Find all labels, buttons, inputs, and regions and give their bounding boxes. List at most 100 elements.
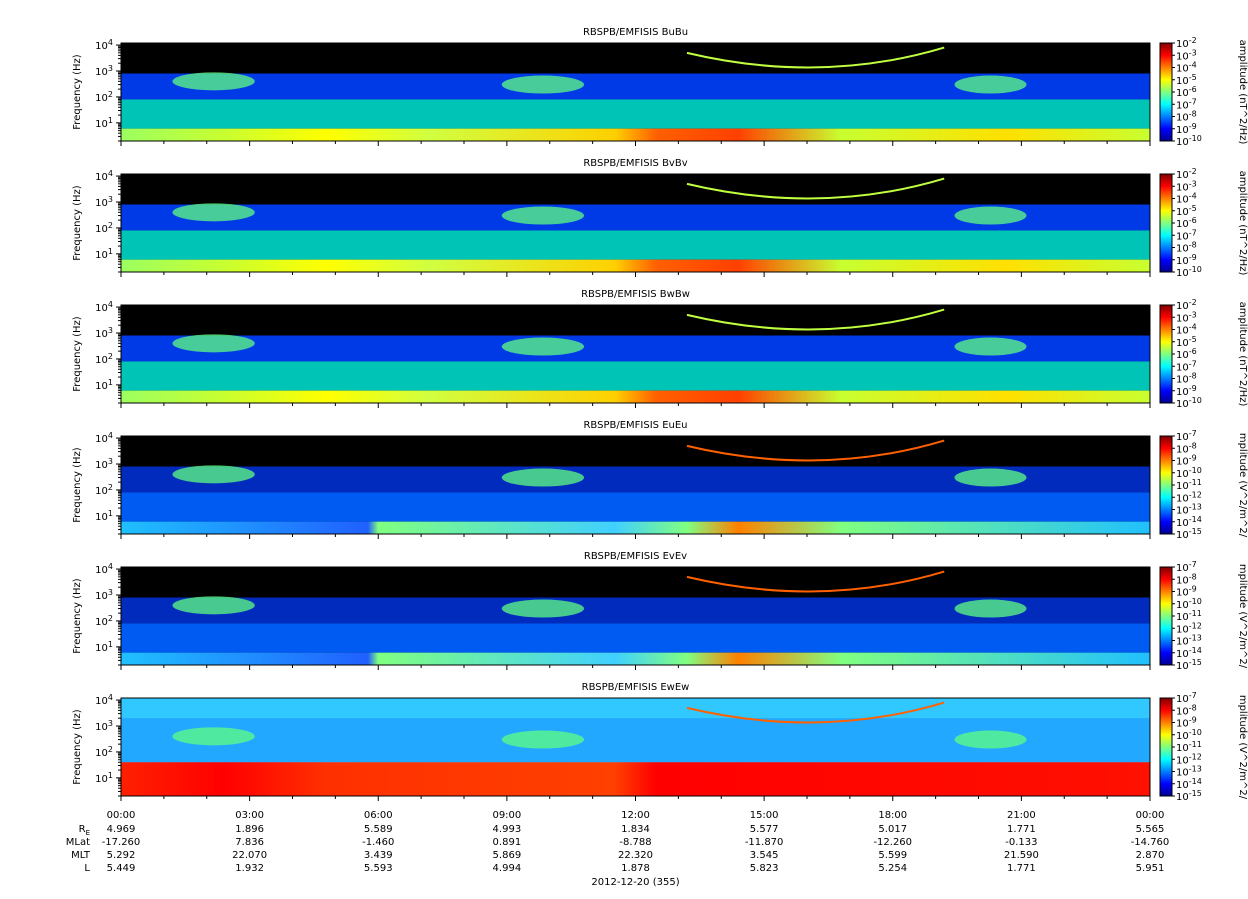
panel-title: RBSPB/EMFISIS EvEv: [584, 551, 687, 562]
panel-title: RBSPB/EMFISIS EuEu: [583, 420, 687, 431]
colorbar-tick-label: 10-6: [1176, 85, 1197, 99]
panel-title: RBSPB/EMFISIS EwEw: [582, 682, 690, 693]
colorbar-tick-label: 10-10: [1176, 466, 1202, 480]
colorbar-tick-label: 10-9: [1176, 716, 1197, 730]
ephemeris-value: -0.133: [1005, 837, 1037, 848]
colorbar-label: amplitude (nT^2/Hz): [1237, 171, 1248, 276]
ephemeris-value: 5.593: [364, 863, 393, 874]
y-tick-label: 103: [95, 457, 113, 471]
spectrogram-feature: [686, 570, 945, 593]
y-tick-label: 102: [95, 352, 113, 366]
y-tick-label: 101: [95, 378, 113, 392]
y-tick-label: 104: [95, 300, 113, 314]
colorbar-tick-label: 10-3: [1176, 48, 1197, 62]
ephemeris-value: 21.590: [1004, 850, 1039, 861]
spectrogram-band: [121, 361, 1150, 391]
ephemeris-value: 1.932: [235, 863, 264, 874]
colorbar-tick-label: 10-10: [1176, 597, 1202, 611]
colorbar-tick-label: 10-10: [1176, 265, 1202, 279]
y-tick-label: 104: [95, 431, 113, 445]
spectrogram-panel: RBSPB/EMFISIS EvEv 101 102 103 104 Frequency …: [72, 551, 1248, 672]
y-tick-label: 101: [95, 509, 113, 523]
spectrogram-band: [121, 128, 1150, 141]
ephemeris-row-label: RE: [79, 824, 90, 837]
colorbar-label: mplitude (V^2/m^2/: [1237, 695, 1248, 800]
colorbar: [1159, 697, 1173, 797]
colorbar-tick-label: 10-5: [1176, 335, 1197, 349]
spectrogram-feature: [954, 730, 1027, 749]
colorbar-tick-label: 10-9: [1176, 384, 1197, 398]
spectrogram-feature: [954, 337, 1027, 356]
spectrogram-feature: [172, 596, 255, 615]
ephemeris-value: 22.320: [618, 850, 653, 861]
ephemeris-value: -17.260: [102, 837, 141, 848]
colorbar-tick-label: 10-7: [1176, 560, 1197, 574]
y-tick-label: 102: [95, 614, 113, 628]
spectrogram-band: [121, 99, 1150, 129]
ephemeris-value: -11.870: [745, 837, 784, 848]
ephemeris-value: 5.292: [107, 850, 136, 861]
ephemeris-value: 5.254: [878, 863, 907, 874]
y-tick-label: 102: [95, 745, 113, 759]
ephemeris-value: 5.565: [1136, 824, 1165, 835]
y-axis-label: Frequency (Hz): [72, 316, 83, 392]
y-tick-label: 101: [95, 116, 113, 130]
y-axis-label: Frequency (Hz): [72, 709, 83, 785]
colorbar-label: mplitude (V^2/m^2/: [1237, 564, 1248, 669]
spectrogram-band: [121, 230, 1150, 260]
ephemeris-value: 0.891: [493, 837, 522, 848]
colorbar-tick-label: 10-9: [1176, 253, 1197, 267]
colorbar-tick-label: 10-7: [1176, 228, 1197, 242]
spectrogram-feature: [172, 203, 255, 222]
colorbar-tick-label: 10-10: [1176, 396, 1202, 410]
ephemeris-value: 2.870: [1136, 850, 1165, 861]
ephemeris-value: 5.017: [878, 824, 907, 835]
spectrogram-panel: RBSPB/EMFISIS EwEw 101 102 103 104 Frequency …: [72, 682, 1248, 803]
ephemeris-row-label: MLT: [71, 850, 91, 861]
panel-title: RBSPB/EMFISIS BuBu: [583, 27, 688, 38]
y-tick-label: 101: [95, 640, 113, 654]
colorbar-tick-label: 10-8: [1176, 372, 1197, 386]
colorbar-tick-label: 10-6: [1176, 347, 1197, 361]
colorbar-tick-label: 10-14: [1176, 515, 1202, 529]
colorbar-tick-label: 10-7: [1176, 691, 1197, 705]
colorbar-tick-label: 10-9: [1176, 585, 1197, 599]
colorbar: [1159, 304, 1173, 404]
spectrogram-feature: [501, 337, 585, 356]
colorbar: [1159, 435, 1173, 535]
colorbar-tick-label: 10-15: [1176, 527, 1202, 541]
ephemeris-value: 5.951: [1136, 863, 1165, 874]
spectrogram-feature: [172, 334, 255, 353]
colorbar-tick-label: 10-10: [1176, 134, 1202, 148]
colorbar-tick-label: 10-11: [1176, 740, 1202, 754]
colorbar-tick-label: 10-9: [1176, 122, 1197, 136]
y-tick-label: 101: [95, 247, 113, 261]
spectrogram-panel: RBSPB/EMFISIS EuEu 101 102 103 104 Frequency …: [72, 420, 1248, 541]
spectrogram-band: [121, 623, 1150, 653]
spectrogram-feature: [172, 727, 255, 746]
ephemeris-value: 1.771: [1007, 824, 1036, 835]
colorbar-tick-label: 10-13: [1176, 765, 1202, 779]
y-tick-label: 101: [95, 771, 113, 785]
y-tick-label: 104: [95, 693, 113, 707]
colorbar-tick-label: 10-13: [1176, 503, 1202, 517]
ephemeris-value: 5.589: [364, 824, 393, 835]
colorbar-tick-label: 10-4: [1176, 61, 1197, 75]
colorbar-tick-label: 10-8: [1176, 441, 1197, 455]
spectrogram-feature: [686, 46, 945, 69]
colorbar-tick-label: 10-4: [1176, 323, 1197, 337]
colorbar-tick-label: 10-10: [1176, 728, 1202, 742]
ephemeris-value: 1.834: [621, 824, 650, 835]
colorbar-tick-label: 10-7: [1176, 429, 1197, 443]
colorbar-tick-label: 10-7: [1176, 359, 1197, 373]
spectrogram-feature: [686, 439, 945, 462]
colorbar-tick-label: 10-3: [1176, 310, 1197, 324]
spectrogram-feature: [501, 599, 585, 618]
y-tick-label: 102: [95, 483, 113, 497]
spectrogram-feature: [686, 177, 945, 200]
ephemeris-value: 5.599: [878, 850, 907, 861]
y-tick-label: 102: [95, 221, 113, 235]
ephemeris-value: 4.994: [493, 863, 522, 874]
y-axis-label: Frequency (Hz): [72, 578, 83, 654]
